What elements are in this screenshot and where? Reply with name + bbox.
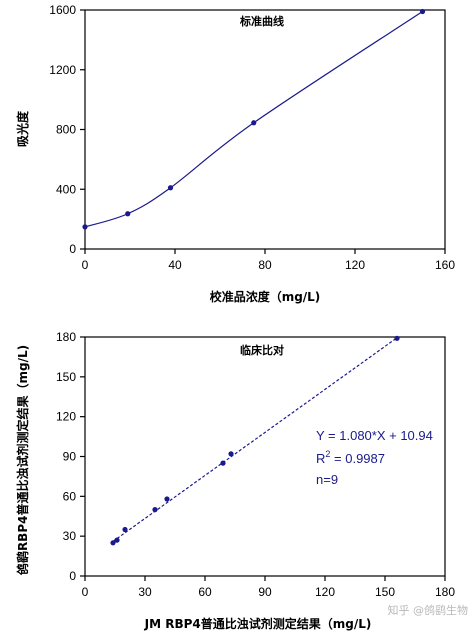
chart2-data-point <box>228 451 234 457</box>
chart1-data-point <box>419 8 426 15</box>
chart1-x-tick-label: 0 <box>82 258 89 272</box>
r-squared-value: = 0.9987 <box>330 451 385 466</box>
chart2-data-point <box>220 460 226 466</box>
chart2-data-point <box>114 537 120 543</box>
chart1-x-tick-label: 40 <box>168 258 182 272</box>
chart2-x-tick-label: 60 <box>198 585 212 599</box>
chart2-data-point <box>110 540 116 546</box>
chart1-title: 标准曲线 <box>239 14 284 28</box>
watermark: 知乎 @鸧鹞生物 <box>388 603 469 617</box>
chart1-frame <box>84 9 446 250</box>
chart2-y-tick-label: 0 <box>69 569 76 583</box>
chart1-y-tick-label: 1200 <box>49 63 76 77</box>
chart2-x-tick-label: 180 <box>435 585 455 599</box>
chart2-x-tick-label: 150 <box>375 585 395 599</box>
chart2-frame <box>84 336 446 577</box>
chart2-y-tick-label: 90 <box>63 450 77 464</box>
r-squared-prefix: R <box>316 451 325 466</box>
sample-count: n=9 <box>316 472 338 487</box>
chart2-x-axis-label: JM RBP4普通比浊试剂测定结果（mg/L) <box>144 616 372 631</box>
r-squared-annotation: R2 = 0.9987 <box>316 449 385 466</box>
chart1-data-point <box>251 120 257 126</box>
chart2-y-tick-label: 30 <box>63 529 77 543</box>
chart1-y-tick-label: 800 <box>56 123 76 137</box>
chart1-y-tick-label: 0 <box>69 242 76 256</box>
chart1-y-tick-label: 400 <box>56 182 76 196</box>
chart1-data-point <box>125 211 131 217</box>
chart2-y-tick-label: 60 <box>63 489 77 503</box>
clinical-comparison-chart: 0 30 60 90 120 150 180 0 30 60 90 120 150 180 临床比对 Y … <box>15 330 455 631</box>
chart2-data-point <box>164 496 170 502</box>
chart1-x-axis-label: 校准品浓度（mg/L) <box>210 289 321 304</box>
regression-equation: Y = 1.080*X + 10.94 <box>316 428 433 443</box>
chart2-y-tick-label: 150 <box>56 370 76 384</box>
chart1-x-tick-label: 160 <box>435 258 455 272</box>
chart2-data-point <box>394 335 400 341</box>
chart1-data-point <box>167 185 174 191</box>
chart2-y-tick-label: 120 <box>56 410 76 424</box>
chart1-x-tick-label: 120 <box>345 258 365 272</box>
chart2-data-point <box>152 507 158 513</box>
chart2-x-tick-label: 90 <box>258 585 272 599</box>
chart2-y-axis-label: 鸧鹞RBP4普通比浊试剂测定结果（mg/L) <box>15 345 30 576</box>
chart2-data-point <box>122 526 128 533</box>
chart2-regression-line <box>112 337 398 542</box>
r-squared-superscript: 2 <box>325 449 330 459</box>
chart1-fit-curve <box>84 10 423 228</box>
chart1-y-axis-label: 吸光度 <box>15 110 30 147</box>
chart2-x-tick-label: 0 <box>82 585 89 599</box>
chart2-y-tick-label: 180 <box>56 330 76 344</box>
chart2-title: 临床比对 <box>240 343 284 357</box>
chart1-x-tick-label: 80 <box>258 258 272 272</box>
chart2-x-tick-label: 120 <box>315 585 335 599</box>
chart1-y-tick-label: 1600 <box>49 3 76 17</box>
chart2-x-tick-label: 30 <box>138 585 152 599</box>
chart1-data-point <box>82 224 88 230</box>
